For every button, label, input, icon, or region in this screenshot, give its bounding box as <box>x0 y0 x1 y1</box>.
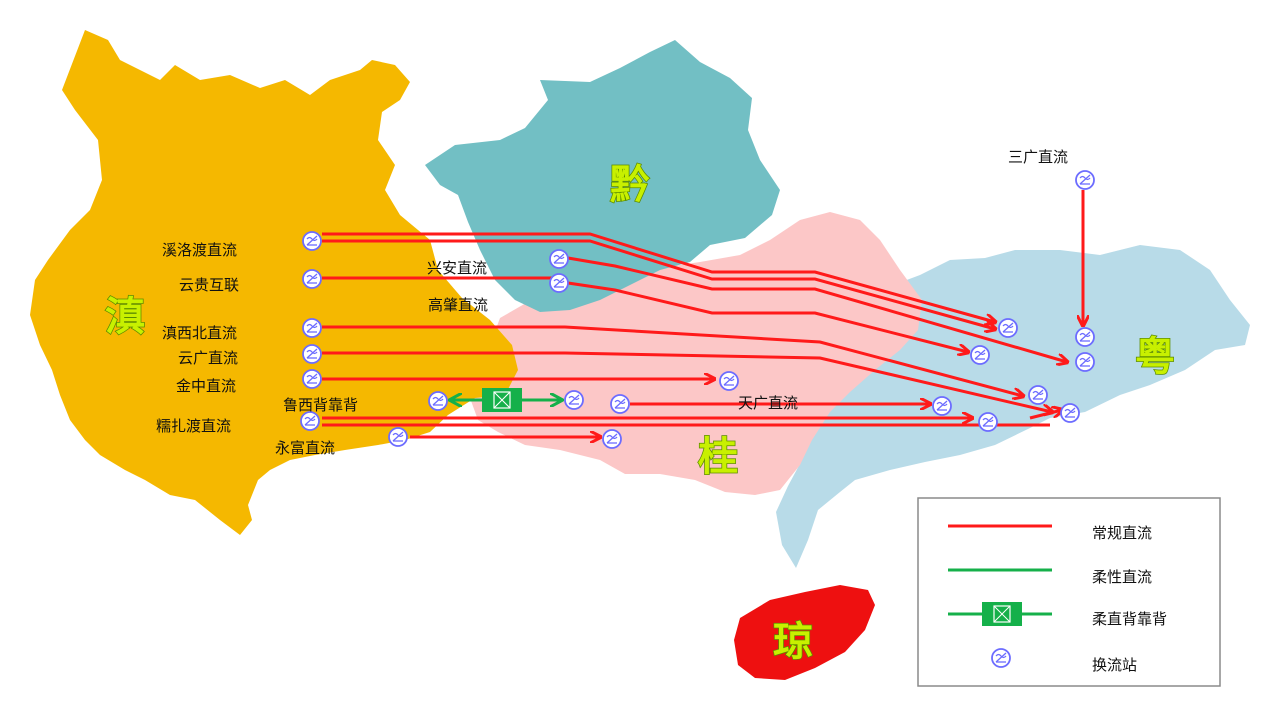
label-luxi: 鲁西背靠背 <box>283 396 358 414</box>
hainan-label: 琼 <box>773 618 813 665</box>
station-icon <box>1028 385 1048 405</box>
hainan-region <box>734 585 875 680</box>
station-icon <box>388 427 408 447</box>
guangxi-label: 桂 <box>698 433 738 480</box>
label-jinzhong: 金中直流 <box>176 377 236 395</box>
yunnan-label: 滇 <box>105 293 145 340</box>
station-icon <box>302 231 322 251</box>
guizhou-label: 黔 <box>610 161 650 208</box>
label-sanguang: 三广直流 <box>1008 148 1068 166</box>
legend-station-label: 换流站 <box>1092 656 1137 674</box>
label-yungui: 云贵互联 <box>179 276 239 294</box>
station-icon <box>1075 170 1095 190</box>
luxi-back-to-back <box>450 388 562 412</box>
station-icon <box>970 345 990 365</box>
station-icon <box>302 369 322 389</box>
label-xiluodu: 溪洛渡直流 <box>162 241 237 259</box>
station-icon <box>1075 352 1095 372</box>
label-nuozhadu: 糯扎渡直流 <box>156 417 231 435</box>
station-icon <box>300 411 320 431</box>
station-icon <box>302 318 322 338</box>
dc-lines <box>322 190 1083 437</box>
xiluodu-line-a <box>322 232 995 322</box>
station-icon <box>1060 403 1080 423</box>
gaozhao-line <box>567 281 968 352</box>
legend-station-icon <box>991 648 1011 668</box>
xingan-line <box>567 256 1067 362</box>
dianxibei-line <box>322 325 1023 396</box>
station-icon <box>719 371 739 391</box>
legend: 常规直流 柔性直流 柔直背靠背 换流站 <box>917 497 1221 687</box>
legend-flexible-label: 柔性直流 <box>1092 568 1152 586</box>
yunguang-line <box>322 351 1052 412</box>
legend-conventional-label: 常规直流 <box>1092 524 1152 542</box>
station-icon <box>1075 327 1095 347</box>
station-icon <box>564 390 584 410</box>
station-icon <box>610 394 630 414</box>
legend-box <box>917 497 1221 687</box>
station-icon <box>302 269 322 289</box>
guizhou-region <box>425 40 780 312</box>
label-yunguang: 云广直流 <box>178 349 238 367</box>
label-gaozhao: 高肇直流 <box>428 296 488 314</box>
guangdong-label: 粤 <box>1135 333 1175 380</box>
station-icon <box>428 391 448 411</box>
legend-btb-label: 柔直背靠背 <box>1092 610 1167 628</box>
station-icon <box>602 429 622 449</box>
label-tianguang: 天广直流 <box>738 394 798 412</box>
station-icon <box>549 273 569 293</box>
station-icon <box>549 249 569 269</box>
station-icon <box>932 396 952 416</box>
nuozhadu-tail <box>1029 410 1062 420</box>
xiluodu-line-b <box>322 239 995 329</box>
label-dianxibei: 滇西北直流 <box>162 324 237 342</box>
label-xingan: 兴安直流 <box>427 259 487 277</box>
yunnan-region <box>30 30 518 535</box>
station-icon <box>978 412 998 432</box>
station-icon <box>998 318 1018 338</box>
station-icon <box>302 344 322 364</box>
label-yongfu: 永富直流 <box>275 439 335 457</box>
